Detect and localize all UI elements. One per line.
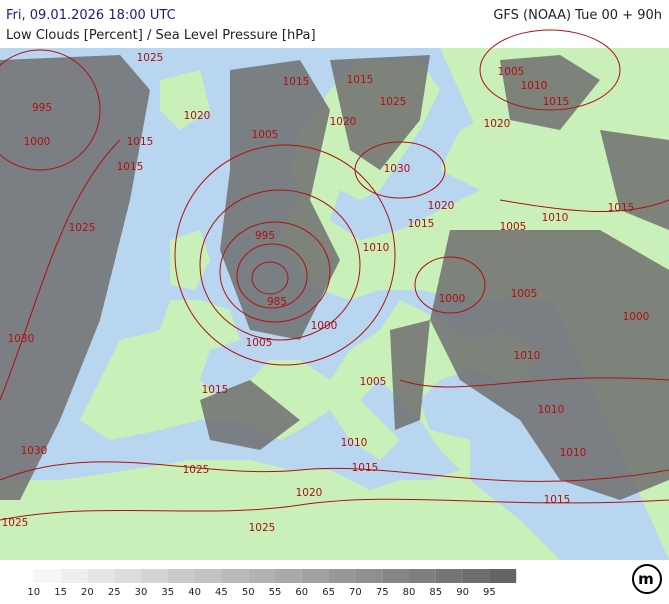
legend-label: 95 — [483, 587, 496, 598]
logo-circle — [632, 564, 662, 594]
isobar-label: 1015 — [408, 218, 435, 230]
legend-label: 80 — [403, 587, 416, 598]
isobar-label: 1025 — [69, 222, 96, 234]
legend-swatch — [435, 569, 463, 583]
legend-label: 40 — [188, 587, 201, 598]
island — [170, 230, 210, 290]
legend-label: 25 — [108, 587, 121, 598]
isobar-label: 1010 — [542, 212, 569, 224]
legend-label: 75 — [376, 587, 389, 598]
isobar-label: 1030 — [8, 333, 35, 345]
isobar-label: 1005 — [498, 66, 525, 78]
legend-label: 65 — [322, 587, 335, 598]
legend-swatch — [7, 569, 34, 583]
island — [160, 70, 210, 130]
legend-swatch — [301, 569, 329, 583]
subtitle: Low Clouds [Percent] / Sea Level Pressur… — [6, 28, 316, 43]
legend-swatch — [33, 569, 61, 583]
isobar-label: 1010 — [538, 404, 565, 416]
isobar-label: 1005 — [246, 337, 273, 349]
isobar-label: 1025 — [249, 522, 276, 534]
legend-swatch — [489, 569, 517, 583]
map: 1025 995 1000 1015 1015 1020 1015 1015 1025 1020 1… — [0, 29, 669, 560]
isobar-label: 1015 — [283, 76, 310, 88]
legend-label: 35 — [161, 587, 174, 598]
legend-swatch — [462, 569, 490, 583]
isobar-label: 1025 — [380, 96, 407, 108]
isobar-label: 1025 — [137, 52, 164, 64]
isobar-label: 1030 — [384, 163, 411, 175]
legend-swatch — [114, 569, 141, 583]
legend-label: 20 — [81, 587, 94, 598]
isobar-label: 1005 — [500, 221, 527, 233]
legend-label: 90 — [456, 587, 469, 598]
legend-swatch — [221, 569, 249, 583]
legend-swatch — [87, 569, 115, 583]
isobar-label: 1005 — [511, 288, 538, 300]
isobar-label: 985 — [267, 296, 287, 308]
isobar-label: 1005 — [360, 376, 387, 388]
isobar-label: 995 — [32, 102, 52, 114]
legend-swatch — [275, 569, 302, 583]
isobar-label: 1015 — [117, 161, 144, 173]
legend-label: 30 — [135, 587, 148, 598]
isobar-label: 1025 — [2, 517, 29, 529]
legend-label: 15 — [54, 587, 67, 598]
isobar-label: 1025 — [183, 464, 210, 476]
isobar-label: 1020 — [184, 110, 211, 122]
legend-swatch — [328, 569, 356, 583]
legend-swatch — [409, 569, 436, 583]
isobar-label: 1010 — [341, 437, 368, 449]
isobar-label: 1010 — [363, 242, 390, 254]
legend-swatch — [141, 569, 168, 583]
legend-label: 60 — [295, 587, 308, 598]
isobar-label: 1010 — [560, 447, 587, 459]
isobar-labels: 1025 995 1000 1015 1015 1020 1015 1015 1025 1020 1… — [2, 52, 650, 534]
legend-swatch — [355, 569, 383, 583]
isobar-label: 1000 — [24, 136, 51, 148]
isobar-label: 1015 — [202, 384, 229, 396]
isobar-label: 1000 — [439, 293, 466, 305]
isobar-label: 1030 — [21, 445, 48, 457]
isobar-label: 1015 — [347, 74, 374, 86]
isobar-label: 1015 — [544, 494, 571, 506]
legend-label: 10 — [27, 587, 40, 598]
legend-label: 70 — [349, 587, 362, 598]
model: GFS (NOAA) Tue 00 + 90h — [493, 8, 662, 23]
isobar-label: 1000 — [623, 311, 650, 323]
isobar-label: 1020 — [484, 118, 511, 130]
isobar-label: 1015 — [608, 202, 635, 214]
isobar-label: 995 — [255, 230, 275, 242]
legend-swatch — [382, 569, 409, 583]
isobar-label: 1005 — [252, 129, 279, 141]
clouds — [0, 55, 669, 500]
legend-label: 55 — [269, 587, 282, 598]
isobar-label: 1010 — [514, 350, 541, 362]
legend: 10 15 20 25 30 35 40 45 50 55 60 65 70 75 80 85 90 95 — [7, 569, 517, 598]
isobar-label: 1010 — [521, 80, 548, 92]
isobar-label: 1020 — [296, 487, 323, 499]
isobar-label: 1015 — [543, 96, 570, 108]
isobar-label: 1020 — [428, 200, 455, 212]
legend-swatch — [167, 569, 195, 583]
datetime: Fri, 09.01.2026 18:00 UTC — [6, 8, 176, 23]
isobar-label: 1020 — [330, 116, 357, 128]
isobar-label: 1015 — [127, 136, 154, 148]
legend-swatch — [194, 569, 222, 583]
isobar-label: 1015 — [352, 462, 379, 474]
legend-label: 50 — [242, 587, 255, 598]
isobars — [0, 29, 669, 521]
isobar-label: 1000 — [311, 320, 338, 332]
legend-swatch — [60, 569, 88, 583]
legend-swatch — [248, 569, 275, 583]
logo: m — [632, 564, 662, 594]
logo-text: m — [638, 570, 654, 588]
legend-label: 45 — [215, 587, 228, 598]
legend-label: 85 — [429, 587, 442, 598]
